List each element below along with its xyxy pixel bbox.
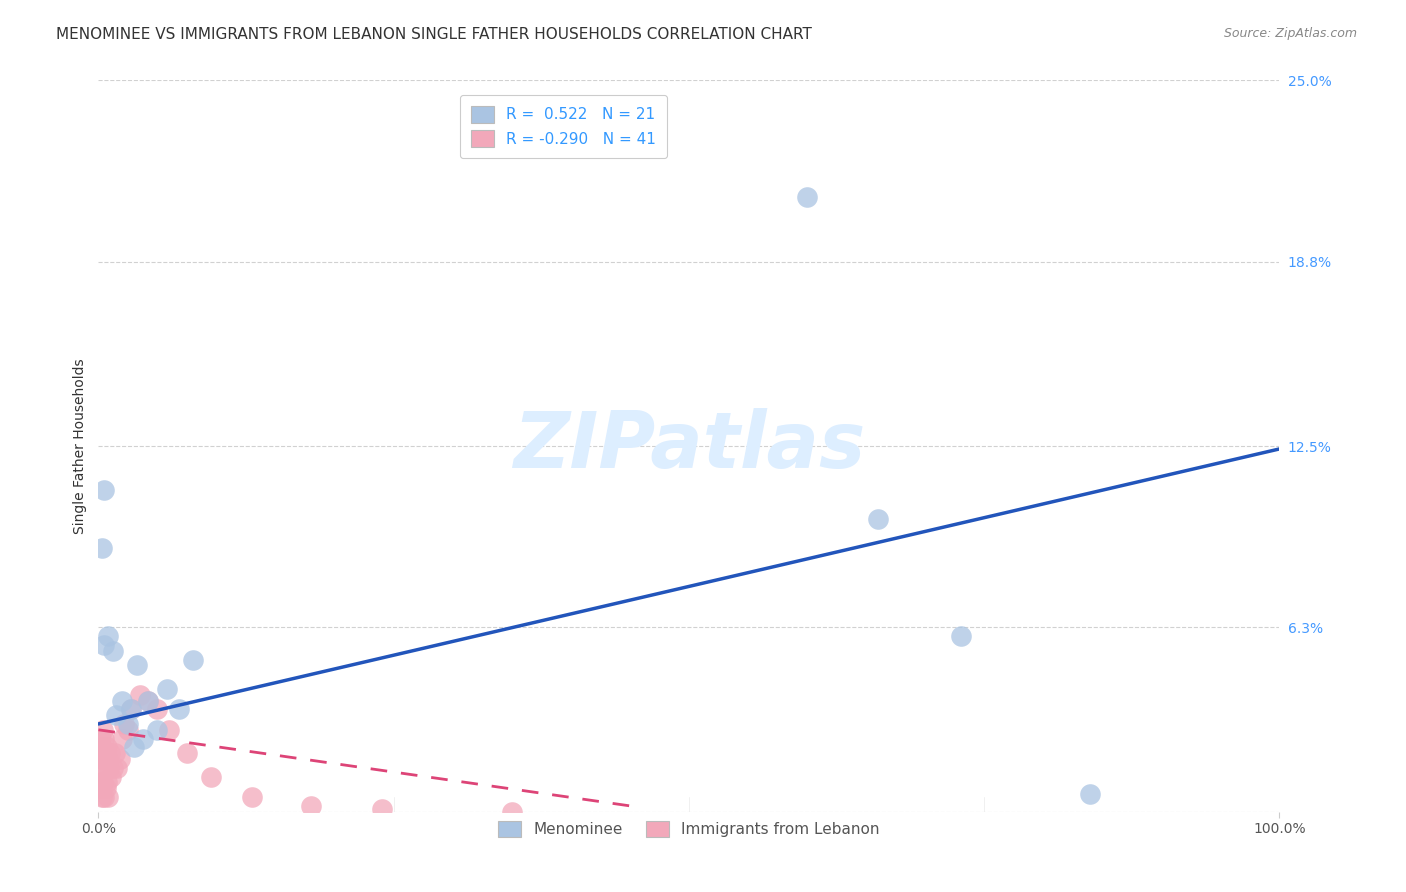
Point xyxy=(91,723,114,737)
Point xyxy=(97,752,120,766)
Point xyxy=(122,740,145,755)
Point xyxy=(949,629,972,643)
Point xyxy=(299,798,322,813)
Point xyxy=(101,644,124,658)
Point xyxy=(90,775,112,789)
Point xyxy=(146,702,169,716)
Point xyxy=(108,752,131,766)
Point xyxy=(96,740,118,755)
Point xyxy=(90,752,112,766)
Legend: Menominee, Immigrants from Lebanon: Menominee, Immigrants from Lebanon xyxy=(488,810,890,848)
Text: Source: ZipAtlas.com: Source: ZipAtlas.com xyxy=(1223,27,1357,40)
Point xyxy=(132,731,155,746)
Point xyxy=(93,790,115,805)
Point xyxy=(93,752,115,766)
Point xyxy=(91,740,114,755)
Point xyxy=(136,693,159,707)
Point xyxy=(136,693,159,707)
Point xyxy=(167,702,190,716)
Point xyxy=(111,731,134,746)
Point xyxy=(127,658,149,673)
Point xyxy=(94,746,117,760)
Point xyxy=(117,723,139,737)
Point xyxy=(90,731,112,746)
Point xyxy=(111,693,134,707)
Point xyxy=(121,702,143,716)
Point xyxy=(157,723,180,737)
Point xyxy=(866,512,889,526)
Point xyxy=(100,770,122,784)
Point xyxy=(105,708,128,723)
Point xyxy=(181,652,204,666)
Text: ZIPatlas: ZIPatlas xyxy=(513,408,865,484)
Point xyxy=(371,802,394,816)
Point xyxy=(89,746,111,760)
Point xyxy=(91,775,114,789)
Point xyxy=(796,190,818,204)
Point xyxy=(121,702,143,716)
Point xyxy=(97,790,120,805)
Point xyxy=(93,483,115,497)
Point xyxy=(91,541,114,556)
Point xyxy=(101,761,124,775)
Point xyxy=(91,761,114,775)
Point xyxy=(112,717,135,731)
Point xyxy=(176,746,198,760)
Point xyxy=(91,790,114,805)
Point xyxy=(1080,787,1102,801)
Point xyxy=(94,781,117,796)
Point xyxy=(240,790,263,805)
Point xyxy=(97,629,120,643)
Point xyxy=(89,761,111,775)
Point xyxy=(200,770,222,784)
Point xyxy=(128,688,150,702)
Point xyxy=(156,681,179,696)
Point xyxy=(117,717,139,731)
Text: MENOMINEE VS IMMIGRANTS FROM LEBANON SINGLE FATHER HOUSEHOLDS CORRELATION CHART: MENOMINEE VS IMMIGRANTS FROM LEBANON SIN… xyxy=(56,27,813,42)
Point xyxy=(96,775,118,789)
Point xyxy=(89,781,111,796)
Point xyxy=(104,746,127,760)
Point xyxy=(146,723,169,737)
Point xyxy=(501,805,523,819)
Point xyxy=(93,731,115,746)
Point xyxy=(105,761,128,775)
Point xyxy=(98,746,121,760)
Point xyxy=(98,761,121,775)
Point xyxy=(93,638,115,652)
Y-axis label: Single Father Households: Single Father Households xyxy=(73,359,87,533)
